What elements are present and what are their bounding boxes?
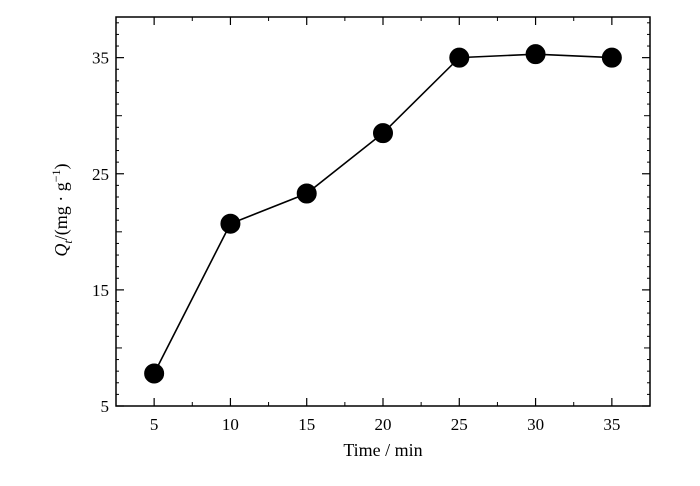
- data-point: [296, 183, 317, 204]
- y-axis-symbol: Q: [51, 244, 71, 257]
- x-tick-label: 10: [222, 415, 239, 434]
- y-axis-ticks: 5 15 25 35: [92, 22, 650, 416]
- y-axis-unit-exponent: −1: [49, 169, 63, 182]
- series-markers-group: [144, 44, 622, 384]
- y-tick-label: 35: [92, 49, 109, 68]
- data-point: [601, 47, 622, 68]
- x-axis-ticks: 5 10 15 20 25 30 35: [115, 17, 651, 434]
- data-point: [449, 47, 470, 68]
- y-axis-unit: /(mg · g: [51, 182, 72, 240]
- y-axis-title: Qt/(mg · g−1): [49, 163, 75, 256]
- x-tick-label: 20: [375, 415, 392, 434]
- y-axis-unit-close: ): [51, 163, 72, 169]
- x-tick-label: 25: [451, 415, 468, 434]
- plot-area-frame: [115, 16, 651, 407]
- x-axis-title: Time / min: [343, 440, 422, 460]
- series-line: [153, 53, 612, 374]
- data-point: [220, 213, 241, 234]
- data-point: [144, 363, 165, 384]
- y-tick-label: 15: [92, 281, 109, 300]
- data-point: [373, 123, 393, 144]
- data-point: [525, 44, 546, 65]
- y-tick-label: 25: [92, 165, 109, 184]
- x-tick-label: 35: [603, 415, 620, 434]
- series-line-group: [153, 53, 612, 374]
- x-tick-label: 5: [150, 415, 159, 434]
- x-tick-label: 30: [527, 415, 544, 434]
- x-tick-label: 15: [298, 415, 315, 434]
- y-axis-subscript: t: [61, 240, 75, 244]
- y-tick-label: 5: [101, 397, 110, 416]
